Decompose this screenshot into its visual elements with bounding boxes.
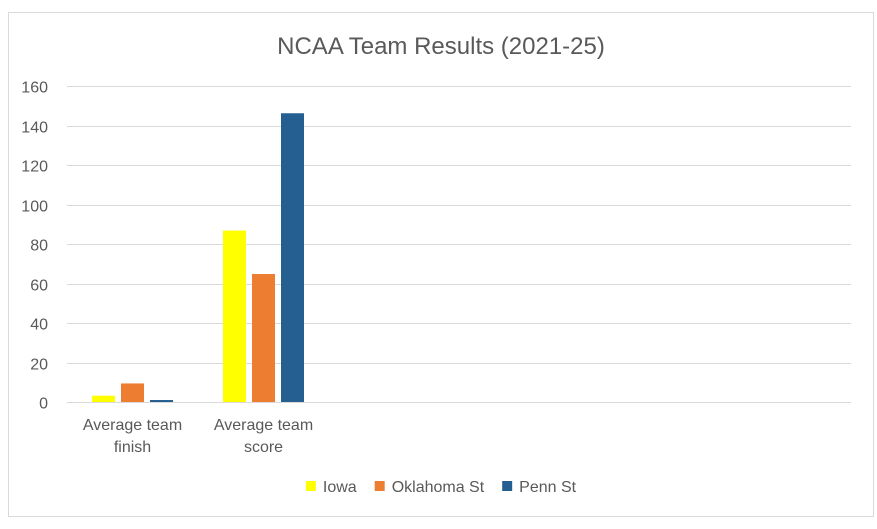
legend-label: Iowa	[323, 479, 357, 496]
x-category-label-line: finish	[114, 439, 151, 456]
x-category-label-line: Average team	[83, 417, 182, 434]
bar	[150, 400, 173, 402]
x-category-label: Average team score	[214, 417, 313, 456]
y-tick-label: 100	[21, 199, 48, 216]
legend-swatch	[374, 481, 385, 491]
bar	[223, 230, 246, 402]
bar	[121, 383, 144, 402]
y-tick-label: 140	[21, 120, 48, 137]
y-tick-label: 160	[21, 80, 48, 97]
legend-swatch	[502, 481, 513, 491]
y-tick-label: 40	[30, 317, 48, 334]
x-category-label-line: Average team	[214, 417, 313, 434]
bar	[281, 113, 304, 402]
x-axis-categories: Average team finish Average team score	[83, 417, 313, 456]
bar	[92, 395, 115, 402]
y-tick-label: 80	[30, 238, 48, 255]
bar	[252, 274, 275, 402]
legend-swatch	[305, 481, 316, 491]
y-tick-label: 60	[30, 278, 48, 295]
bars	[92, 113, 304, 402]
chart-frame	[8, 12, 874, 517]
y-axis-ticks: 0 20 40 60 80 100 120 140 160	[21, 80, 48, 413]
legend: Iowa Oklahoma St Penn St	[305, 479, 577, 496]
legend-label: Penn St	[519, 479, 576, 496]
x-category-label: Average team finish	[83, 417, 182, 456]
chart-title: NCAA Team Results (2021-25)	[277, 33, 605, 60]
y-tick-label: 20	[30, 357, 48, 374]
legend-label: Oklahoma St	[392, 479, 485, 496]
y-tick-label: 0	[39, 396, 48, 413]
x-category-label-line: score	[244, 439, 283, 456]
gridlines	[67, 86, 851, 403]
y-tick-label: 120	[21, 159, 48, 176]
